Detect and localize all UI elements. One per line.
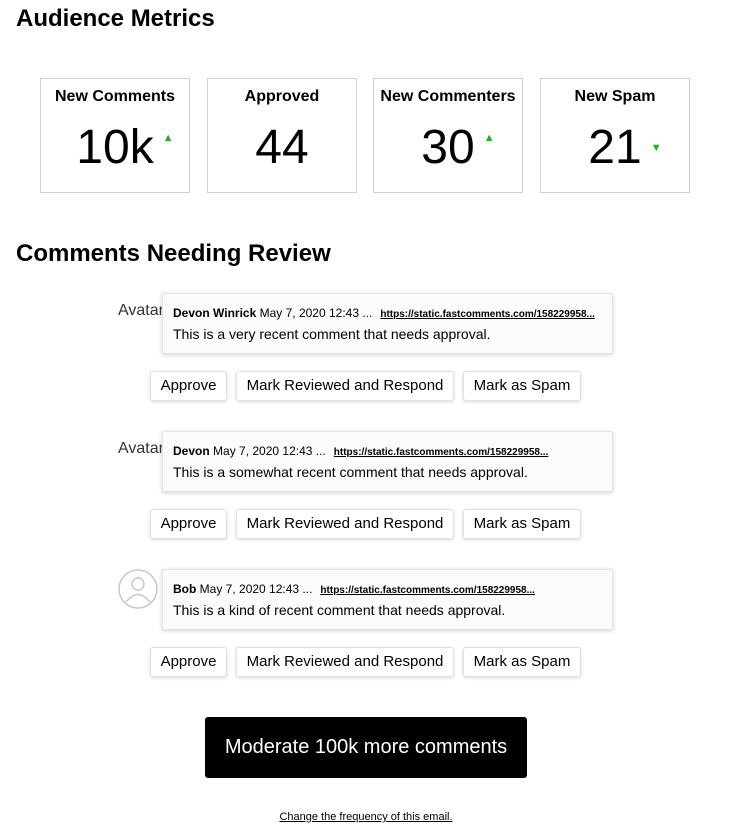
approve-button[interactable]: Approve bbox=[150, 509, 227, 539]
comment-date: May 7, 2020 12:43 ... bbox=[199, 582, 313, 596]
approve-button[interactable]: Approve bbox=[150, 371, 227, 401]
metric-label: New Commenters bbox=[380, 88, 516, 105]
metric-value: 10k bbox=[76, 121, 154, 174]
comment-url-link[interactable]: https://static.fastcomments.com/15822995… bbox=[333, 447, 549, 458]
comment-url-link[interactable]: https://static.fastcomments.com/15822995… bbox=[320, 585, 535, 596]
page-title: Audience Metrics bbox=[16, 5, 215, 32]
comment-author: Bob bbox=[173, 582, 197, 596]
metric-new-spam: New Spam 21 ▼ bbox=[540, 78, 690, 193]
mark-spam-button[interactable]: Mark as Spam bbox=[463, 509, 581, 539]
mark-reviewed-respond-button[interactable]: Mark Reviewed and Respond bbox=[236, 647, 454, 677]
metric-value: 30 bbox=[421, 121, 475, 174]
comment-url-link[interactable]: https://static.fastcomments.com/15822995… bbox=[380, 309, 595, 320]
approve-button[interactable]: Approve bbox=[150, 647, 227, 677]
metric-approved: Approved 44 bbox=[207, 78, 357, 193]
metric-new-comments: New Comments 10k ▲ bbox=[40, 78, 190, 193]
comment-card: Bob May 7, 2020 12:43 ... https://static.… bbox=[162, 569, 613, 630]
trend-down-icon: ▼ bbox=[650, 142, 662, 154]
comment-item: Avatar Devon May 7, 2020 12:43 ... https:… bbox=[0, 431, 732, 541]
comment-item: Bob May 7, 2020 12:43 ... https://static.… bbox=[0, 569, 732, 679]
comment-author: Devon Winrick bbox=[173, 306, 257, 320]
section-title: Comments Needing Review bbox=[16, 240, 331, 267]
comment-date: May 7, 2020 12:43 ... bbox=[213, 444, 326, 458]
trend-up-icon: ▲ bbox=[483, 132, 495, 144]
mark-reviewed-respond-button[interactable]: Mark Reviewed and Respond bbox=[236, 371, 454, 401]
mark-reviewed-respond-button[interactable]: Mark Reviewed and Respond bbox=[236, 509, 454, 539]
mark-spam-button[interactable]: Mark as Spam bbox=[463, 371, 581, 401]
moderate-more-button[interactable]: Moderate 100k more comments bbox=[205, 717, 527, 778]
comment-text: This is a somewhat recent comment that n… bbox=[173, 464, 528, 480]
change-frequency-link[interactable]: Change the frequency of this email. bbox=[279, 811, 453, 823]
metric-new-commenters: New Commenters 30 ▲ bbox=[373, 78, 523, 193]
metric-value: 21 bbox=[588, 121, 642, 174]
metric-label: New Comments bbox=[54, 88, 176, 105]
avatar: Avatar bbox=[118, 440, 164, 457]
comment-date: May 7, 2020 12:43 ... bbox=[259, 306, 373, 320]
metric-value: 44 bbox=[255, 121, 309, 174]
default-avatar-icon bbox=[118, 569, 158, 609]
comment-text: This is a very recent comment that needs… bbox=[173, 326, 491, 342]
comment-card: Devon May 7, 2020 12:43 ... https://stati… bbox=[162, 431, 613, 492]
comment-card: Devon Winrick May 7, 2020 12:43 ... https… bbox=[162, 293, 613, 354]
mark-spam-button[interactable]: Mark as Spam bbox=[463, 647, 581, 677]
avatar: Avatar bbox=[118, 302, 164, 319]
comment-item: Avatar Devon Winrick May 7, 2020 12:43 .… bbox=[0, 293, 732, 403]
comment-text: This is a kind of recent comment that ne… bbox=[173, 602, 506, 618]
metric-label: New Spam bbox=[574, 88, 656, 105]
comment-author: Devon bbox=[173, 444, 210, 458]
trend-up-icon: ▲ bbox=[162, 132, 174, 144]
metric-label: Approved bbox=[244, 88, 320, 105]
